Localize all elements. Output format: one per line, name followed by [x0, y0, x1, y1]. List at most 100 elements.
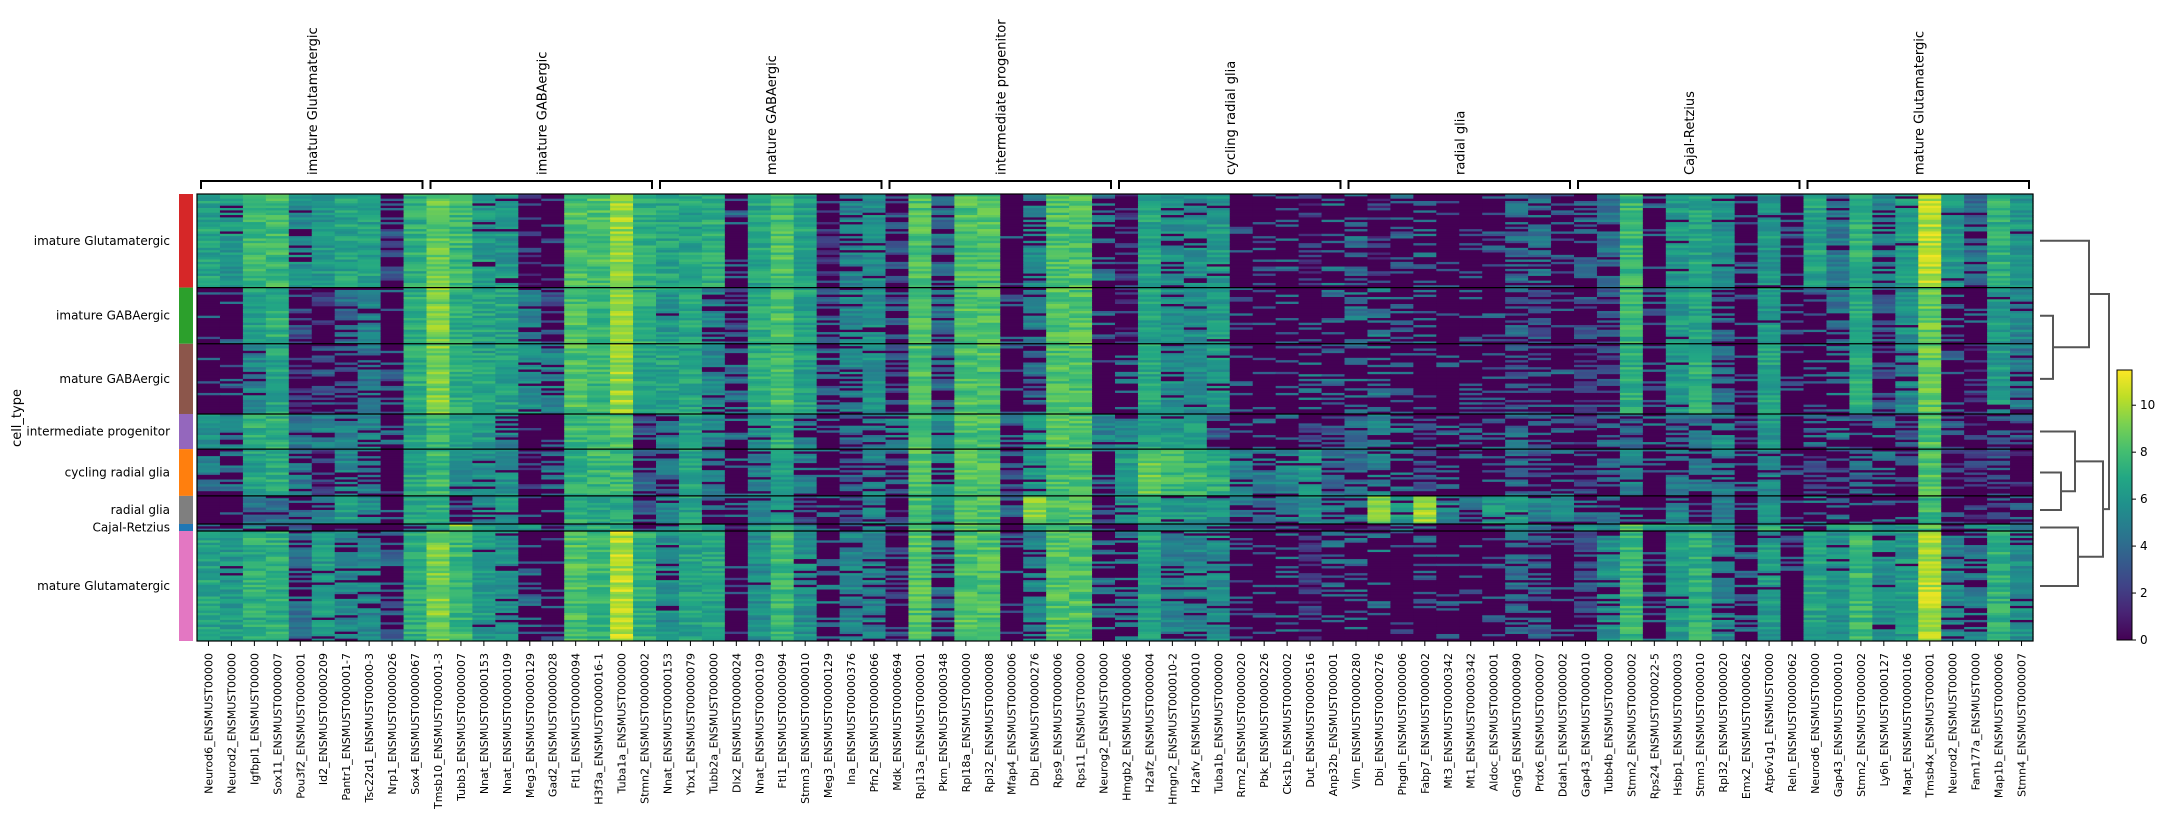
heatmap-cell — [1137, 287, 1162, 291]
heatmap-cell — [1941, 205, 1965, 209]
heatmap-cell — [1941, 217, 1965, 221]
heatmap-cell — [908, 268, 932, 272]
heatmap-cell — [495, 250, 519, 253]
cell-type-color-2 — [179, 343, 193, 414]
heatmap-cell — [1390, 287, 1414, 291]
heatmap-cell — [1298, 329, 1323, 333]
heatmap-cell — [1367, 334, 1391, 338]
heatmap-cell — [1941, 238, 1965, 242]
heatmap-cell — [1895, 205, 1919, 209]
heatmap-cell — [839, 245, 864, 249]
heatmap-cell — [1298, 315, 1323, 319]
heatmap-cell — [1023, 215, 1047, 218]
heatmap-cell — [1688, 268, 1713, 272]
heatmap-cell — [885, 327, 910, 331]
heatmap-cell — [1115, 273, 1139, 277]
heatmap-cell — [1023, 217, 1047, 221]
heatmap-cell — [1734, 268, 1759, 272]
heatmap-cell — [1688, 212, 1713, 216]
heatmap-cell — [1987, 325, 2011, 328]
heatmap-cell — [633, 243, 657, 246]
heatmap-cell — [1023, 280, 1047, 284]
heatmap-cell — [495, 252, 519, 256]
heatmap-cell — [724, 198, 749, 202]
heatmap-cell — [1275, 275, 1300, 279]
heatmap-cell — [426, 287, 451, 291]
heatmap-cell — [1642, 231, 1667, 235]
heatmap-cell — [1642, 280, 1667, 284]
heatmap-cell — [633, 208, 657, 211]
heatmap-cell — [1826, 320, 1850, 324]
heatmap-cell — [1160, 278, 1185, 281]
cell-type-color-6 — [179, 523, 193, 532]
heatmap-cell — [1941, 311, 1965, 314]
heatmap-cell — [656, 280, 680, 284]
heatmap-cell — [770, 254, 795, 258]
heatmap-cell — [242, 278, 267, 281]
heatmap-cell — [265, 224, 290, 228]
heatmap-cell — [1757, 236, 1782, 239]
heatmap-cell — [564, 280, 588, 284]
heatmap-cell — [1964, 301, 1988, 305]
heatmap-cell — [633, 236, 657, 239]
heatmap-cell — [770, 268, 795, 272]
heatmap-cell — [1780, 303, 1805, 307]
heatmap-cell — [1183, 275, 1208, 279]
heatmap-cell — [1229, 205, 1254, 209]
heatmap-cell — [1275, 261, 1300, 265]
heatmap-cell — [678, 240, 703, 244]
heatmap-cell — [197, 212, 221, 216]
heatmap-cell — [1252, 198, 1277, 202]
heatmap-cell — [1551, 257, 1575, 260]
cell-type-color-0 — [179, 194, 193, 288]
heatmap-cell — [954, 332, 978, 335]
heatmap-cell — [656, 259, 680, 263]
heatmap-cell — [1344, 219, 1369, 223]
heatmap-cell — [1803, 231, 1828, 235]
heatmap-cell — [977, 208, 1001, 211]
heatmap-cell — [1206, 327, 1231, 331]
heatmap-cell — [1413, 196, 1437, 200]
heatmap-cell — [1229, 266, 1254, 270]
heatmap-cell — [1826, 245, 1850, 249]
heatmap-cell — [1619, 215, 1644, 218]
heatmap-cell — [1895, 308, 1919, 312]
heatmap-cell — [931, 273, 955, 277]
cell-type-label: Cajal-Retzius — [93, 521, 170, 535]
heatmap-cell — [1298, 219, 1323, 223]
heatmap-cell — [197, 315, 221, 319]
heatmap-cell — [1459, 201, 1483, 204]
heatmap-cell — [1505, 196, 1529, 200]
heatmap-cell — [1757, 198, 1782, 202]
heatmap-cell — [1069, 292, 1093, 296]
heatmap-cell — [839, 289, 864, 293]
heatmap-cell — [472, 306, 496, 310]
heatmap-cell — [908, 257, 932, 260]
heatmap-cell — [495, 329, 519, 333]
heatmap-cell — [1459, 250, 1483, 253]
heatmap-cell — [862, 303, 887, 307]
heatmap-cell — [311, 212, 336, 216]
heatmap-cell — [518, 254, 542, 258]
heatmap-cell — [954, 311, 978, 314]
heatmap-cell — [1275, 208, 1300, 211]
heatmap-cell — [403, 336, 428, 340]
heatmap-cell — [1069, 210, 1093, 214]
heatmap-cell — [541, 308, 565, 312]
heatmap-cell — [1275, 229, 1300, 232]
heatmap-cell — [931, 296, 955, 300]
heatmap-cell — [1574, 303, 1598, 307]
heatmap-cell — [1734, 315, 1759, 319]
heatmap-cell — [1115, 294, 1139, 298]
heatmap-cell — [1734, 320, 1759, 324]
heatmap-cell — [1757, 325, 1782, 328]
heatmap-cell — [1826, 219, 1850, 223]
heatmap-cell — [265, 299, 290, 303]
heatmap-cell — [1344, 231, 1369, 235]
heatmap-cell — [977, 264, 1001, 267]
heatmap-cell — [678, 327, 703, 331]
heatmap-cell — [1711, 296, 1736, 300]
heatmap-cell — [1046, 325, 1070, 328]
heatmap-cell — [1780, 250, 1805, 253]
heatmap-cell — [1528, 233, 1552, 237]
